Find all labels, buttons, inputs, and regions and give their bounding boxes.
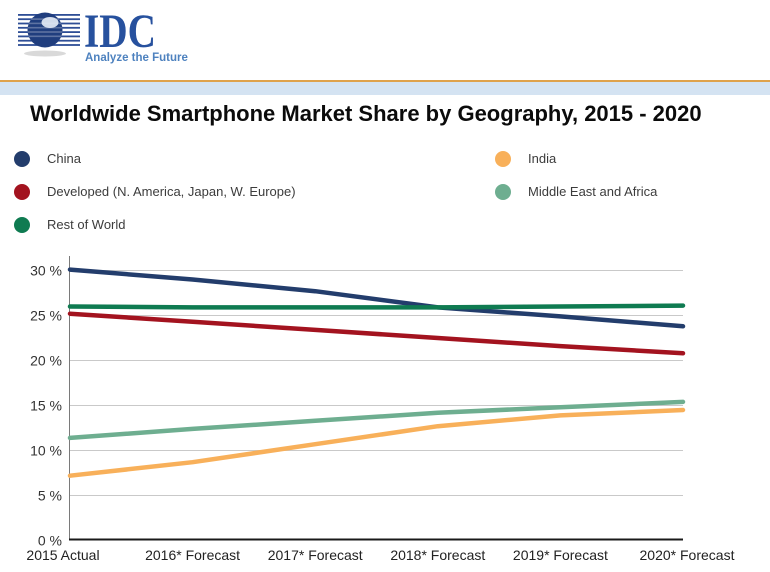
series-line-rest-of-world <box>67 303 686 310</box>
x-tick-label-2018-forecast: 2018* Forecast <box>390 547 485 563</box>
legend-swatch-china <box>14 150 30 167</box>
x-tick-label-2015-actual: 2015 Actual <box>26 547 99 563</box>
legend-label-middle-east-africa: Middle East and Africa <box>528 184 658 199</box>
y-tick-label-20: 20 % <box>30 353 62 369</box>
legend-label-china: China <box>47 151 81 166</box>
blue-band <box>0 82 770 95</box>
legend-swatch-developed <box>14 183 30 200</box>
logo-text: IDC <box>84 8 156 58</box>
series-line-developed-n-america-japan-w-europe <box>67 311 686 356</box>
legend-label-india: India <box>528 151 557 166</box>
legend-swatch-rest-of-world <box>14 216 30 233</box>
y-tick-label-25: 25 % <box>30 308 62 324</box>
page-title: Worldwide Smartphone Market Share by Geo… <box>30 101 702 126</box>
series-line-india <box>67 407 686 478</box>
globe-icon <box>18 12 80 57</box>
y-tick-label-10: 10 % <box>30 443 62 459</box>
legend-item-middle-east-africa: Middle East and Africa <box>495 183 657 200</box>
legend-label-rest-of-world: Rest of World <box>47 217 126 232</box>
legend-item-china: China <box>14 150 81 167</box>
y-tick-label-0: 0 % <box>38 533 62 549</box>
idc-logo: IDC Analyze the Future <box>18 8 188 64</box>
line-chart: 0 % 5 % 10 % 15 % 20 % 25 % 30 % 2015 Actual 201… <box>26 256 735 563</box>
x-tick-label-2020-forecast: 2020* Forecast <box>640 547 735 563</box>
legend-item-developed: Developed (N. America, Japan, W. Europe) <box>14 183 296 200</box>
y-tick-label-5: 5 % <box>38 488 62 504</box>
legend-item-rest-of-world: Rest of World <box>14 216 126 233</box>
x-tick-label-2017-forecast: 2017* Forecast <box>268 547 363 563</box>
orange-rule <box>0 80 770 82</box>
legend-swatch-middle-east-africa <box>495 183 511 200</box>
legend-swatch-india <box>495 150 511 167</box>
logo-tagline: Analyze the Future <box>85 52 188 64</box>
x-tick-label-2016-forecast: 2016* Forecast <box>145 547 240 563</box>
legend-item-india: India <box>495 150 556 167</box>
series-line-china <box>67 267 686 329</box>
x-tick-label-2019-forecast: 2019* Forecast <box>513 547 608 563</box>
y-tick-label-15: 15 % <box>30 398 62 414</box>
y-tick-label-30: 30 % <box>30 263 62 279</box>
series-line-middle-east-and-africa <box>67 399 686 441</box>
legend-label-developed: Developed (N. America, Japan, W. Europe) <box>47 184 296 199</box>
